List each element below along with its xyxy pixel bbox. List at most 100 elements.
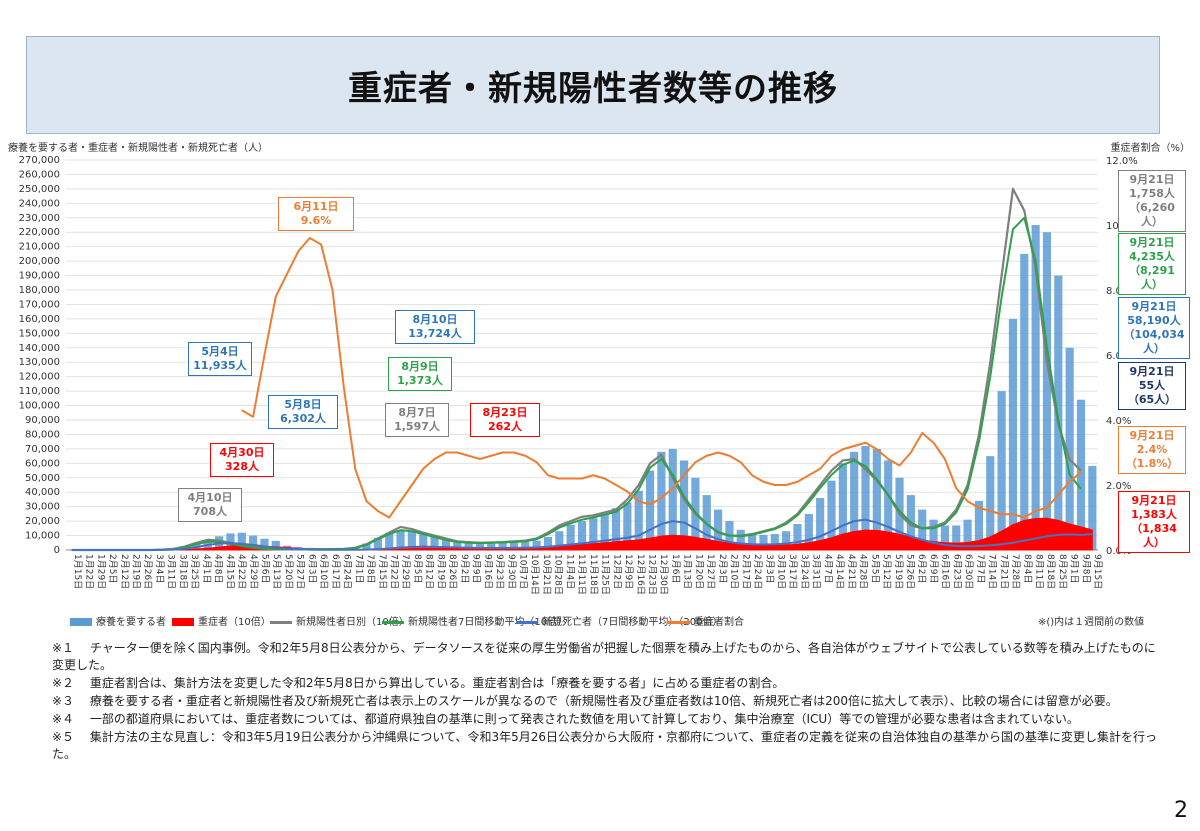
x-tick-label: 8月19日 <box>435 554 446 589</box>
x-tick-label: 4月28日 <box>858 554 869 589</box>
bar-ryoyo <box>952 525 961 550</box>
bar-ryoyo <box>407 531 416 550</box>
annotation-line: 262人 <box>488 420 522 433</box>
left-tick-label: 110,000 <box>19 386 60 397</box>
x-tick-label: 5月19日 <box>893 554 904 589</box>
legend-item: 療養を要する者 <box>70 613 166 628</box>
bar-ryoyo <box>986 456 995 550</box>
x-tick-label: 3月3日 <box>764 554 775 583</box>
annotation-line: 11,935人 <box>193 359 247 372</box>
left-tick-label: 60,000 <box>25 458 60 469</box>
x-tick-label: 3月11日 <box>166 554 177 589</box>
bar-ryoyo <box>940 525 949 550</box>
right-tick-label: 12.0% <box>1106 156 1138 167</box>
x-tick-label: 11月25日 <box>600 554 611 595</box>
x-tick-label: 11月4日 <box>564 554 575 589</box>
x-tick-label: 2月19日 <box>131 554 142 589</box>
annotation-line: （8,291人） <box>1129 264 1175 291</box>
annotation-line: 13,724人 <box>408 327 462 340</box>
x-tick-label: 3月4日 <box>154 554 165 583</box>
x-tick-label: 1月20日 <box>693 554 704 589</box>
bar-ryoyo <box>1020 253 1029 550</box>
bar-ryoyo <box>419 534 428 550</box>
annotation-a2: 4月30日 328人 <box>210 443 274 477</box>
bar-ryoyo <box>804 513 813 550</box>
annotation-line: 58,190人 <box>1127 314 1181 327</box>
annotation-line: 1,373人 <box>397 374 443 387</box>
x-tick-label: 4月29日 <box>248 554 259 589</box>
x-tick-label: 6月23日 <box>951 554 962 589</box>
x-tick-label: 9月1日 <box>1069 554 1080 583</box>
annotation-line: 8月23日 <box>482 406 528 419</box>
footnote-4: ※４ 一部の都道府県においては、重症者数については、都道府県独自の基準に則って発… <box>52 712 1079 726</box>
x-tick-label: 4月8日 <box>213 554 224 583</box>
bar-ryoyo <box>1076 399 1086 550</box>
bar-ryoyo <box>645 470 655 550</box>
bar-ryoyo <box>453 540 462 550</box>
annotation-line: 1,758人 <box>1129 187 1175 200</box>
x-tick-label: 1月22日 <box>84 554 95 589</box>
x-tick-label: 6月17日 <box>330 554 341 589</box>
x-tick-label: 8月5日 <box>412 554 423 583</box>
bar-ryoyo <box>736 529 745 550</box>
line-death <box>71 518 1093 551</box>
bar-ryoyo <box>872 448 881 550</box>
annotation-line: 6月11日 <box>293 200 339 213</box>
bar-ryoyo <box>611 508 621 550</box>
bar-ryoyo <box>373 537 382 550</box>
annotation-line: （1,834人） <box>1131 522 1177 549</box>
annotation-line: 9.6% <box>300 214 332 227</box>
right-tick-label: 4.0% <box>1106 416 1131 427</box>
left-tick-label: 50,000 <box>25 473 60 484</box>
right-axis-title: 重症者割合（%） <box>1110 143 1190 154</box>
x-tick-label: 5月6日 <box>260 554 271 583</box>
x-tick-label: 8月11日 <box>1034 554 1045 589</box>
x-tick-label: 9月9日 <box>471 554 482 583</box>
bar-ryoyo <box>1054 275 1063 550</box>
footnote-2: ※２ 重症者割合は、集計方法を変更した令和2年5月8日から算出している。重症者割… <box>52 676 785 690</box>
annotation-line: 8月7日 <box>398 406 436 419</box>
left-tick-label: 250,000 <box>19 184 60 195</box>
x-tick-label: 5月20日 <box>283 554 294 589</box>
bar-ryoyo <box>487 543 496 550</box>
bar-ryoyo <box>1088 465 1097 550</box>
annotation-r6: 9月21日 1,383人 （1,834人） <box>1118 491 1190 553</box>
bar-ryoyo <box>1008 318 1018 550</box>
bar-ryoyo <box>543 537 553 550</box>
x-tick-label: 4月14日 <box>834 554 845 589</box>
x-tick-label: 2月17日 <box>740 554 751 589</box>
bar-ryoyo <box>1065 347 1074 550</box>
x-tick-label: 7月29日 <box>400 554 411 589</box>
x-tick-label: 5月5日 <box>869 554 880 583</box>
x-tick-label: 6月30日 <box>963 554 974 589</box>
x-tick-label: 9月15日 <box>1092 554 1103 589</box>
x-tick-label: 3月17日 <box>787 554 798 589</box>
annotation-line: 4月10日 <box>187 491 233 504</box>
x-tick-label: 4月7日 <box>822 554 833 583</box>
annotation-a7: 8月9日 1,373人 <box>388 357 452 391</box>
bar-ryoyo <box>521 542 530 550</box>
bar-ryoyo <box>237 532 246 550</box>
left-tick-label: 160,000 <box>19 314 60 325</box>
line-avg7 <box>71 216 1082 551</box>
legend-swatch-bar <box>70 618 92 626</box>
legend-label: 新規陽性者日別（10倍） <box>296 617 409 628</box>
bar-ryoyo <box>532 540 541 550</box>
x-tick-label: 6月10日 <box>318 554 329 589</box>
legend-note: ※()内は１週間前の数値 <box>1038 617 1145 628</box>
left-tick-label: 180,000 <box>19 285 60 296</box>
bar-ryoyo <box>918 509 927 550</box>
left-tick-label: 130,000 <box>19 357 60 368</box>
annotation-line: 328人 <box>225 460 259 473</box>
annotation-a6: 8月10日 13,724人 <box>395 310 475 344</box>
bar-ryoyo <box>589 518 598 550</box>
title-banner: 重症者・新規陽性者数等の推移 <box>26 36 1160 134</box>
bar-ryoyo <box>509 542 519 550</box>
bar-ryoyo <box>861 446 870 550</box>
x-tick-label: 6月9日 <box>928 554 939 583</box>
legend-item: 重症者（10倍） <box>172 613 271 628</box>
left-tick-label: 240,000 <box>19 198 60 209</box>
bar-ryoyo <box>963 519 972 550</box>
annotation-a1: 4月10日 708人 <box>178 488 242 522</box>
legend-label: 重症者（10倍） <box>198 617 271 628</box>
